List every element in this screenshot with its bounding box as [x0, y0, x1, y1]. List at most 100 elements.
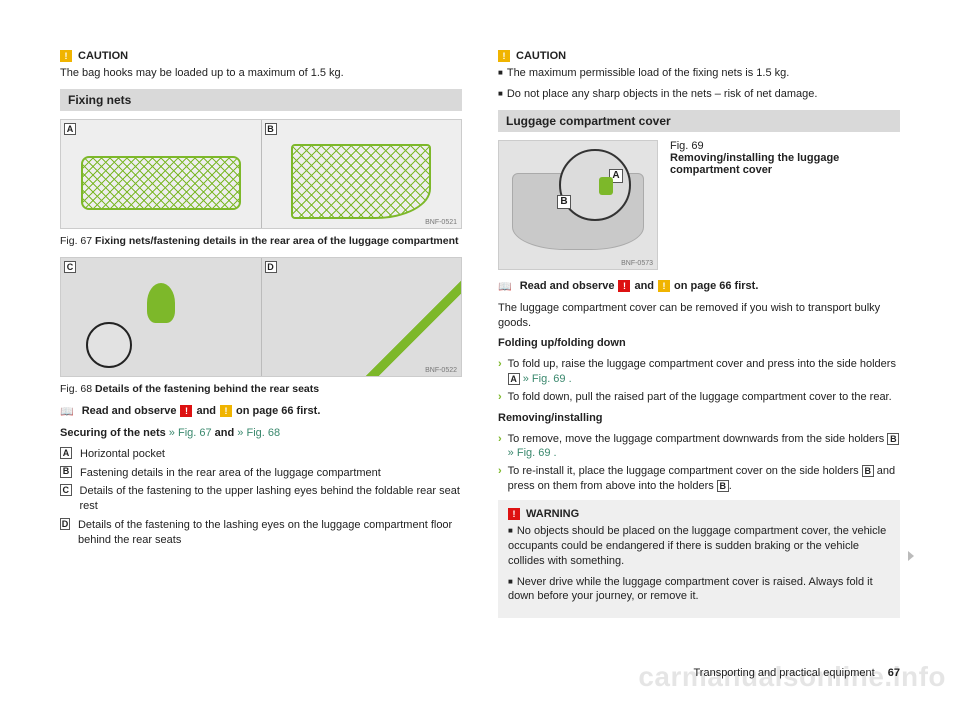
figure-67: A B BNF-0521	[60, 119, 462, 229]
fig67-prefix: Fig. 67	[60, 235, 92, 247]
fig68-prefix: Fig. 68	[60, 383, 92, 395]
ro-text-3: on page 66 first.	[236, 405, 320, 417]
footer-text: Transporting and practical equipment	[693, 667, 874, 679]
rem-heading: Removing/installing	[498, 412, 603, 424]
def-letter-c: C	[60, 484, 72, 496]
securing-mid: and	[215, 427, 238, 439]
def-text-c: Details of the fastening to the upper la…	[80, 484, 462, 514]
rem-2-text: To re-install it, place the luggage comp…	[508, 464, 900, 494]
rem-row-2: › To re-install it, place the luggage co…	[498, 464, 900, 494]
ro-text-1: Read and observe	[82, 405, 177, 417]
fold-up-text: To fold up, raise the luggage compartmen…	[508, 357, 900, 387]
fig68-text: Details of the fastening behind the rear…	[95, 383, 319, 395]
chevron-icon: ›	[498, 390, 502, 405]
fig69-image: A B BNF-0573	[498, 140, 658, 270]
def-row-b: B Fastening details in the rear area of …	[60, 466, 462, 481]
securing-title-text: Securing of the nets	[60, 427, 169, 439]
fold-down-text: To fold down, pull the raised part of th…	[508, 390, 892, 405]
caution-icon: !	[498, 50, 510, 62]
ro-text-2: and	[196, 405, 216, 417]
warn-bullet-1: No objects should be placed on the lugga…	[508, 524, 890, 569]
bnf-68: BNF-0522	[425, 367, 457, 374]
fig67-panel-a: A	[61, 120, 262, 228]
def-letter-a: A	[60, 447, 72, 459]
read-observe-left: Read and observe ! and ! on page 66 firs…	[60, 405, 462, 418]
page-number: 67	[888, 667, 900, 679]
rem-1a: To remove, move the luggage compartment …	[508, 433, 888, 445]
caution-label: CAUTION	[78, 50, 128, 62]
def-row-a: A Horizontal pocket	[60, 447, 462, 462]
lashing-graphic	[262, 258, 462, 376]
cover-intro: The luggage compartment cover can be rem…	[498, 301, 900, 331]
section-fixing-nets: Fixing nets	[60, 89, 462, 111]
fold-heading: Folding up/folding down	[498, 337, 626, 349]
ref-fig69-2[interactable]: » Fig. 69 .	[508, 447, 557, 459]
net-horizontal-graphic	[81, 156, 241, 210]
book-icon	[498, 280, 516, 293]
inline-letter-b3: B	[717, 480, 729, 492]
fig69-caption: Removing/installing the luggage compartm…	[670, 152, 839, 176]
caution-label-r: CAUTION	[516, 50, 566, 62]
warning-label: WARNING	[526, 508, 579, 520]
green-clip-graphic	[599, 177, 613, 195]
fig68-panel-d: D BNF-0522	[262, 258, 462, 376]
read-observe-right: Read and observe ! and ! on page 66 firs…	[498, 280, 900, 293]
warning-box: ! WARNING No objects should be placed on…	[498, 500, 900, 618]
rem-2a: To re-install it, place the luggage comp…	[508, 465, 862, 477]
def-letter-b: B	[60, 466, 72, 478]
rem-1-text: To remove, move the luggage compartment …	[508, 432, 900, 462]
caution-bullet-2: Do not place any sharp objects in the ne…	[498, 87, 900, 102]
panel-letter-b: B	[265, 123, 277, 135]
securing-title: Securing of the nets » Fig. 67 and » Fig…	[60, 426, 462, 441]
caution-heading-right: ! CAUTION	[498, 50, 900, 62]
warning-heading: ! WARNING	[508, 508, 890, 520]
warn-bullet-2: Never drive while the luggage compartmen…	[508, 575, 890, 605]
rem-row-1: › To remove, move the luggage compartmen…	[498, 432, 900, 462]
fold-down-row: › To fold down, pull the raised part of …	[498, 390, 900, 405]
bnf-69: BNF-0573	[621, 260, 653, 267]
def-row-c: C Details of the fastening to the upper …	[60, 484, 462, 514]
fig68-panel-c: C	[61, 258, 262, 376]
chevron-icon: ›	[498, 432, 502, 462]
inline-letter-b: B	[887, 433, 899, 445]
book-icon	[60, 405, 78, 418]
page-columns: ! CAUTION The bag hooks may be loaded up…	[60, 50, 900, 618]
warning-icon: !	[508, 508, 520, 520]
fold-up-row: › To fold up, raise the luggage compartm…	[498, 357, 900, 387]
ro-r-2: and	[634, 280, 654, 292]
def-text-d: Details of the fastening to the lashing …	[78, 518, 462, 548]
def-text-a: Horizontal pocket	[80, 447, 165, 462]
focus-circle-icon	[86, 322, 132, 368]
figure-69: A B BNF-0573 Fig. 69 Removing/installing…	[498, 140, 900, 270]
hook-graphic	[147, 283, 175, 323]
ref-fig69-1[interactable]: » Fig. 69 .	[523, 373, 572, 385]
definition-list: A Horizontal pocket B Fastening details …	[60, 447, 462, 548]
page-footer: Transporting and practical equipment 67	[693, 667, 900, 679]
bnf-67: BNF-0521	[425, 219, 457, 226]
continuation-arrow-icon	[908, 551, 914, 561]
figure-68: C D BNF-0522	[60, 257, 462, 377]
fig67-panel-b: B BNF-0521	[262, 120, 462, 228]
fig69-prefix: Fig. 69	[670, 140, 900, 152]
warn-red-icon: !	[180, 405, 192, 417]
chevron-icon: ›	[498, 464, 502, 494]
net-side-graphic	[291, 144, 431, 220]
panel-letter-a: A	[64, 123, 76, 135]
ro-r-3: on page 66 first.	[674, 280, 758, 292]
section-luggage-cover: Luggage compartment cover	[498, 110, 900, 132]
warn-yellow-icon: !	[220, 405, 232, 417]
panel-letter-d: D	[265, 261, 277, 273]
chevron-icon: ›	[498, 357, 502, 387]
ref-fig68[interactable]: » Fig. 68	[237, 427, 280, 439]
fig67-text: Fixing nets/fastening details in the rea…	[95, 235, 459, 247]
detail-circle-icon: A B	[559, 149, 631, 221]
fig68-caption: Fig. 68 Details of the fastening behind …	[60, 383, 462, 395]
ro-r-1: Read and observe	[520, 280, 615, 292]
caution-text: The bag hooks may be loaded up to a maxi…	[60, 66, 462, 81]
fig69-caption-block: Fig. 69 Removing/installing the luggage …	[670, 140, 900, 270]
ref-fig67[interactable]: » Fig. 67	[169, 427, 212, 439]
fold-up-1: To fold up, raise the luggage compartmen…	[508, 358, 896, 370]
def-text-b: Fastening details in the rear area of th…	[80, 466, 381, 481]
callout-b: B	[557, 195, 571, 209]
caution-icon: !	[60, 50, 72, 62]
